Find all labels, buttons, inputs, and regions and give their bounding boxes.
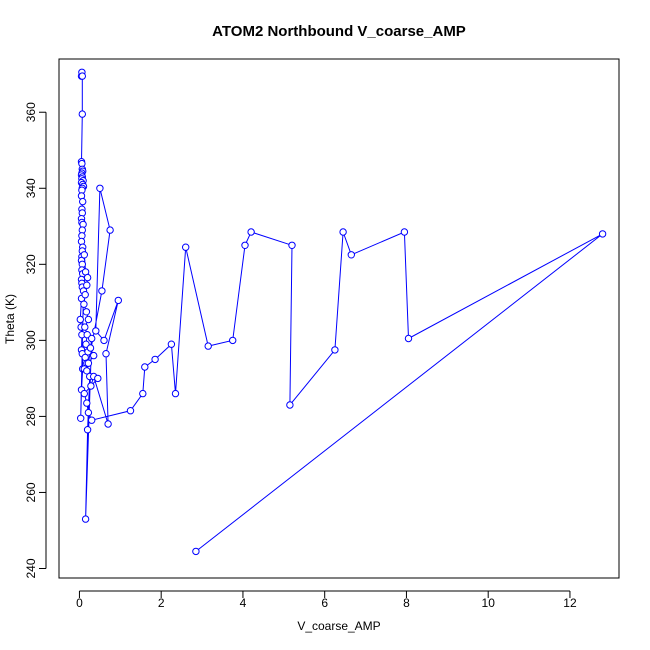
data-point xyxy=(77,414,85,422)
data-point xyxy=(84,408,93,417)
x-tick-label: 6 xyxy=(321,596,328,610)
data-point xyxy=(83,273,92,282)
data-point xyxy=(167,340,176,348)
data-point xyxy=(84,315,93,324)
data-point xyxy=(126,407,135,415)
data-point xyxy=(88,334,96,343)
data-point xyxy=(81,291,89,299)
data-point xyxy=(76,315,85,324)
data-point xyxy=(83,399,91,407)
data-point xyxy=(80,389,89,398)
data-point xyxy=(92,327,100,335)
y-tick-label: 280 xyxy=(24,406,38,426)
data-point xyxy=(90,351,98,360)
data-point xyxy=(171,389,180,398)
x-tick-label: 0 xyxy=(76,596,83,610)
data-point xyxy=(182,243,190,251)
data-point xyxy=(339,228,347,236)
data-point xyxy=(83,367,91,375)
x-tick-label: 10 xyxy=(482,596,496,610)
data-point xyxy=(94,374,102,383)
data-point xyxy=(82,308,91,316)
data-point xyxy=(83,426,92,434)
y-tick-label: 300 xyxy=(24,330,38,350)
data-point xyxy=(247,228,255,236)
data-point xyxy=(598,230,607,238)
data-point xyxy=(81,323,89,331)
x-axis-label: V_coarse_AMP xyxy=(297,619,380,633)
data-point xyxy=(102,350,110,358)
data-point xyxy=(141,363,149,371)
x-tick-label: 4 xyxy=(240,596,247,610)
data-point xyxy=(106,226,114,234)
data-point xyxy=(241,241,249,250)
x-tick-label: 8 xyxy=(403,596,410,610)
data-point xyxy=(114,296,123,305)
data-point xyxy=(88,416,96,424)
data-point xyxy=(81,515,90,523)
chart-title: ATOM2 Northbound V_coarse_AMP xyxy=(212,23,466,40)
data-point xyxy=(288,241,296,250)
y-tick-label: 360 xyxy=(24,102,38,122)
data-point xyxy=(84,359,93,367)
data-point xyxy=(80,300,88,308)
data-point xyxy=(286,401,294,409)
plot-frame xyxy=(58,58,620,579)
y-axis-label: Theta (K) xyxy=(3,294,17,344)
data-point xyxy=(151,355,159,364)
y-tick-label: 320 xyxy=(24,254,38,274)
data-point xyxy=(80,251,89,259)
data-point xyxy=(98,287,106,295)
data-point xyxy=(400,228,409,236)
y-tick-label: 260 xyxy=(24,482,38,502)
x-axis: 0 2 4 6 8 10 12 xyxy=(76,590,577,610)
series-line xyxy=(79,72,603,552)
data-point xyxy=(204,342,212,350)
data-point xyxy=(78,110,87,118)
data-point xyxy=(404,334,413,343)
data-point xyxy=(104,420,112,428)
x-tick-label: 2 xyxy=(158,596,165,610)
data-point xyxy=(347,251,355,259)
y-axis: 240 260 280 300 320 340 360 xyxy=(24,102,47,579)
data-point xyxy=(79,197,87,206)
data-point xyxy=(78,72,87,80)
y-tick-label: 340 xyxy=(24,178,38,198)
x-tick-label: 12 xyxy=(563,596,577,610)
data-point xyxy=(100,336,108,345)
y-tick-label: 240 xyxy=(24,558,38,578)
data-point xyxy=(83,281,91,289)
data-point xyxy=(331,346,339,354)
data-point xyxy=(192,547,200,556)
data-point xyxy=(96,184,104,193)
series-layer xyxy=(76,68,607,556)
data-point xyxy=(86,344,95,352)
data-point xyxy=(87,382,95,390)
data-point xyxy=(139,389,147,398)
data-point xyxy=(229,336,237,345)
